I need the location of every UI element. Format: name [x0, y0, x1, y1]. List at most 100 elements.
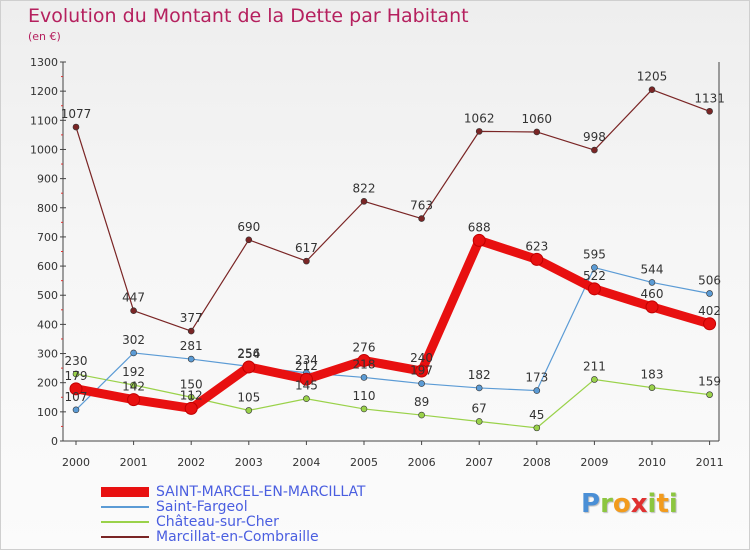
data-point: [69, 382, 83, 396]
data-label: 45: [529, 408, 544, 422]
data-label: 192: [122, 365, 145, 379]
data-label: 276: [353, 341, 376, 355]
legend-label-marcillat: Marcillat-en-Combraille: [156, 529, 319, 545]
data-label: 1077: [61, 107, 92, 121]
data-label: 617: [295, 241, 318, 255]
data-label: 688: [468, 220, 491, 234]
y-tick-label: 900: [37, 173, 58, 186]
data-point: [475, 418, 483, 425]
data-point: [72, 370, 80, 378]
data-point: [130, 381, 137, 389]
data-label: 506: [698, 273, 721, 287]
x-tick-label: 2009: [580, 456, 608, 469]
x-tick-label: 2007: [465, 456, 493, 469]
y-tick-label: 100: [37, 406, 58, 419]
data-label: 105: [237, 390, 260, 404]
data-label: 145: [295, 379, 318, 393]
data-label: 256: [237, 346, 260, 360]
x-tick-label: 2011: [696, 456, 724, 469]
data-point: [706, 290, 713, 297]
y-tick-label: 700: [37, 231, 58, 244]
proxiti-logo: Proxiti: [581, 489, 678, 519]
x-tick-label: 2008: [523, 456, 551, 469]
data-label: 402: [698, 304, 721, 318]
data-label: 159: [698, 375, 721, 389]
legend-swatch-chateau-sur-cher: [101, 521, 149, 523]
legend-swatch-saint-marcel: [101, 487, 149, 497]
data-point: [184, 401, 198, 415]
data-point: [648, 86, 656, 93]
data-point: [533, 387, 541, 394]
data-point: [72, 406, 80, 414]
data-label: 254: [237, 347, 260, 361]
data-point: [475, 128, 483, 135]
data-point: [415, 364, 429, 378]
data-label: 183: [641, 368, 664, 382]
x-tick-label: 2000: [62, 456, 90, 469]
data-point: [533, 128, 541, 136]
data-point: [299, 372, 313, 386]
data-point: [703, 317, 717, 331]
data-point: [418, 411, 425, 419]
data-label: 595: [583, 248, 606, 262]
data-label: 1131: [694, 91, 725, 105]
data-label: 173: [525, 371, 548, 385]
x-tick-label: 2006: [408, 456, 436, 469]
data-label: 690: [237, 220, 260, 234]
data-label: 212: [295, 359, 318, 373]
data-point: [242, 360, 256, 374]
data-point: [472, 233, 486, 247]
x-tick-label: 2001: [120, 456, 148, 469]
data-label: 110: [353, 389, 376, 403]
data-label: 1205: [637, 70, 668, 84]
data-point: [187, 355, 195, 363]
data-point: [187, 327, 195, 335]
data-point: [648, 384, 656, 391]
data-label: 1062: [464, 111, 495, 125]
data-label: 211: [583, 359, 606, 373]
data-point: [130, 307, 137, 314]
data-point: [360, 198, 368, 205]
data-label: 281: [180, 339, 203, 353]
data-label: 447: [122, 291, 145, 305]
y-tick-label: 600: [37, 260, 58, 273]
legend-label-saint-marcel: SAINT-MARCEL-EN-MARCILLAT: [156, 484, 366, 500]
data-point: [591, 146, 598, 154]
data-label: 107: [65, 390, 88, 404]
y-tick-label: 0: [51, 435, 58, 448]
data-point: [245, 407, 253, 414]
data-label: 67: [472, 401, 487, 415]
x-tick-label: 2002: [177, 456, 205, 469]
data-label: 89: [414, 395, 429, 409]
y-tick-label: 800: [37, 202, 58, 215]
data-label: 1060: [522, 112, 553, 126]
data-point: [475, 384, 483, 392]
data-label: 182: [468, 368, 491, 382]
data-label: 142: [122, 380, 145, 394]
data-label: 218: [353, 357, 376, 371]
data-label: 197: [410, 364, 433, 378]
data-point: [360, 405, 368, 413]
data-label: 302: [122, 333, 145, 347]
legend-label-chateau-sur-cher: Château-sur-Cher: [156, 514, 279, 530]
series-line-1: [75, 266, 711, 411]
data-label: 240: [410, 351, 433, 365]
data-label: 763: [410, 199, 433, 213]
chart-subtitle: (en €): [28, 30, 61, 43]
y-tick-label: 500: [37, 289, 58, 302]
data-label: 150: [180, 377, 203, 391]
data-label: 522: [583, 269, 606, 283]
legend-swatch-marcillat: [101, 536, 149, 538]
data-point: [706, 107, 713, 115]
series-line-0: [71, 235, 715, 413]
legend-label-saint-fargeol: Saint-Fargeol: [156, 499, 248, 515]
y-tick-label: 1000: [30, 143, 58, 156]
data-point: [587, 282, 601, 296]
data-point: [187, 393, 195, 401]
y-tick-label: 400: [37, 318, 58, 331]
data-label: 544: [641, 262, 664, 276]
data-point: [530, 252, 544, 266]
x-tick-label: 2004: [292, 456, 320, 469]
series-line-2: [75, 373, 711, 429]
